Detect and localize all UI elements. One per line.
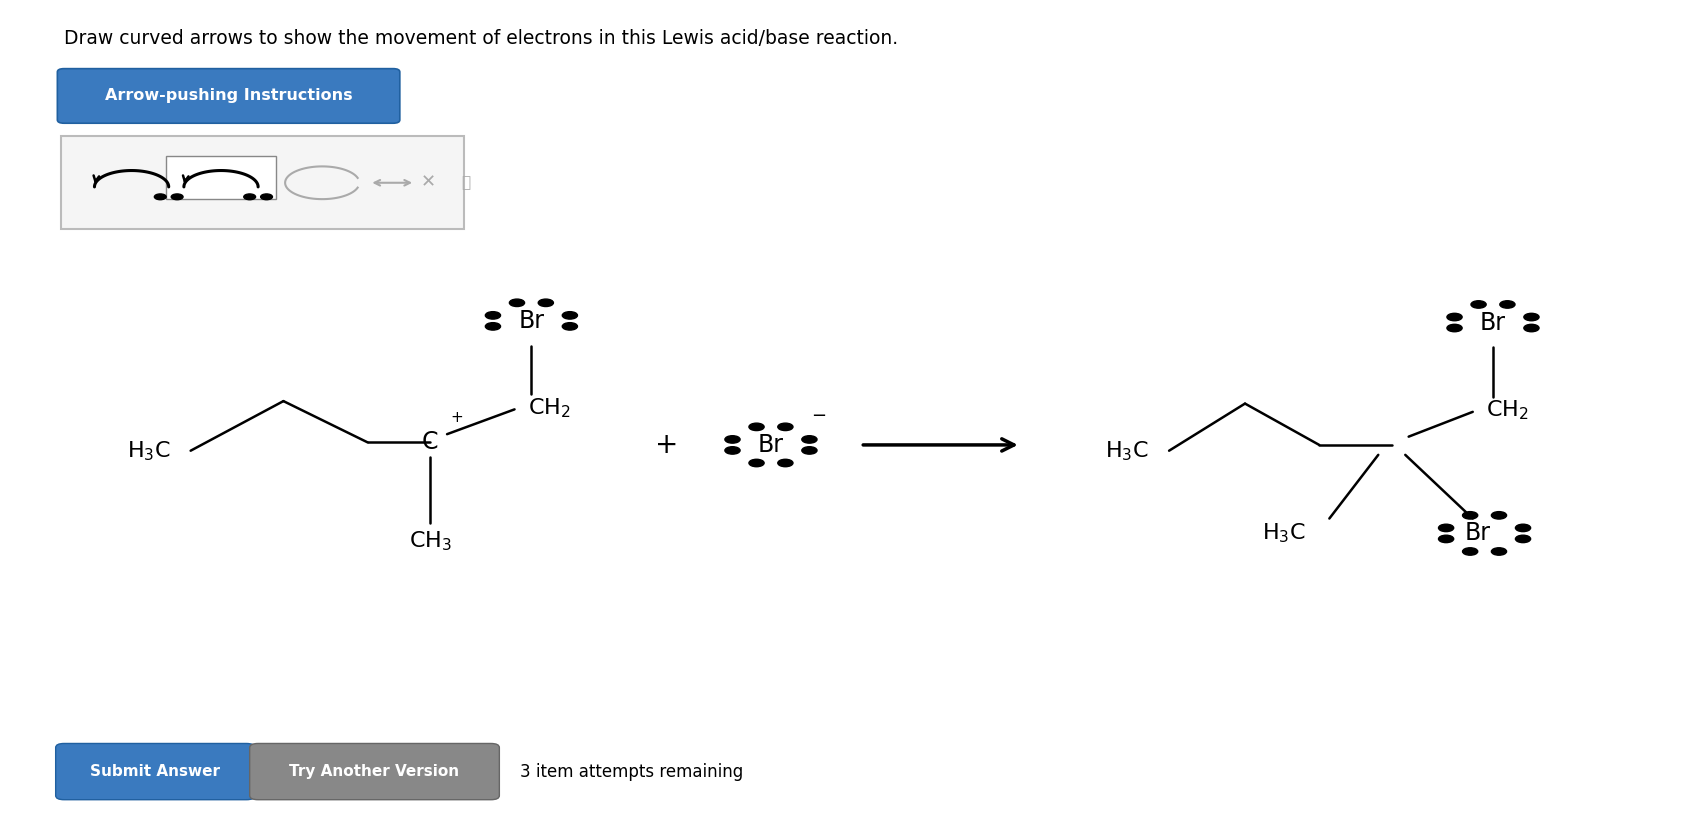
Text: 🗑: 🗑 <box>461 175 471 190</box>
Text: ✕: ✕ <box>422 174 435 192</box>
Circle shape <box>778 459 793 466</box>
Text: Br: Br <box>1464 521 1490 546</box>
Text: −: − <box>811 407 825 425</box>
Text: H$_3$C: H$_3$C <box>1105 439 1149 462</box>
Circle shape <box>1515 524 1530 532</box>
Circle shape <box>1447 313 1463 321</box>
Circle shape <box>170 194 182 200</box>
Circle shape <box>1447 324 1463 332</box>
Text: H$_3$C: H$_3$C <box>127 439 170 462</box>
Text: CH$_2$: CH$_2$ <box>1486 399 1528 422</box>
Text: +: + <box>655 431 678 459</box>
Circle shape <box>749 459 764 466</box>
Text: Br: Br <box>518 308 545 333</box>
Text: Br: Br <box>757 433 784 457</box>
Text: CH$_3$: CH$_3$ <box>408 530 452 553</box>
Text: Br: Br <box>1479 310 1506 335</box>
Circle shape <box>778 423 793 431</box>
Circle shape <box>154 194 165 200</box>
Circle shape <box>260 194 272 200</box>
Text: CH$_2$: CH$_2$ <box>528 396 570 419</box>
Text: H$_3$C: H$_3$C <box>1262 522 1306 545</box>
Text: Draw curved arrows to show the movement of electrons in this Lewis acid/base rea: Draw curved arrows to show the movement … <box>64 29 897 48</box>
Text: 3 item attempts remaining: 3 item attempts remaining <box>520 762 742 781</box>
Circle shape <box>801 436 817 443</box>
Circle shape <box>243 194 256 200</box>
Circle shape <box>486 312 501 319</box>
Circle shape <box>1500 301 1515 308</box>
FancyBboxPatch shape <box>165 156 277 199</box>
FancyBboxPatch shape <box>250 743 499 800</box>
Text: C: C <box>422 430 439 455</box>
Circle shape <box>1439 524 1454 532</box>
Text: Submit Answer: Submit Answer <box>89 764 221 779</box>
Circle shape <box>1491 512 1506 519</box>
FancyBboxPatch shape <box>56 743 255 800</box>
Text: +: + <box>450 410 464 425</box>
Circle shape <box>1523 324 1539 332</box>
Circle shape <box>725 447 741 454</box>
Circle shape <box>486 323 501 330</box>
Circle shape <box>538 299 553 307</box>
Circle shape <box>801 447 817 454</box>
Circle shape <box>725 436 741 443</box>
Circle shape <box>1463 547 1478 555</box>
Circle shape <box>749 423 764 431</box>
Circle shape <box>1491 547 1506 555</box>
FancyBboxPatch shape <box>57 69 400 123</box>
Circle shape <box>1515 535 1530 543</box>
FancyBboxPatch shape <box>61 136 464 229</box>
Circle shape <box>1523 313 1539 321</box>
Circle shape <box>562 323 577 330</box>
Circle shape <box>1439 535 1454 543</box>
Circle shape <box>509 299 525 307</box>
Text: Arrow-pushing Instructions: Arrow-pushing Instructions <box>105 88 353 103</box>
Circle shape <box>1463 512 1478 519</box>
Text: Try Another Version: Try Another Version <box>290 764 459 779</box>
Circle shape <box>562 312 577 319</box>
Circle shape <box>1471 301 1486 308</box>
